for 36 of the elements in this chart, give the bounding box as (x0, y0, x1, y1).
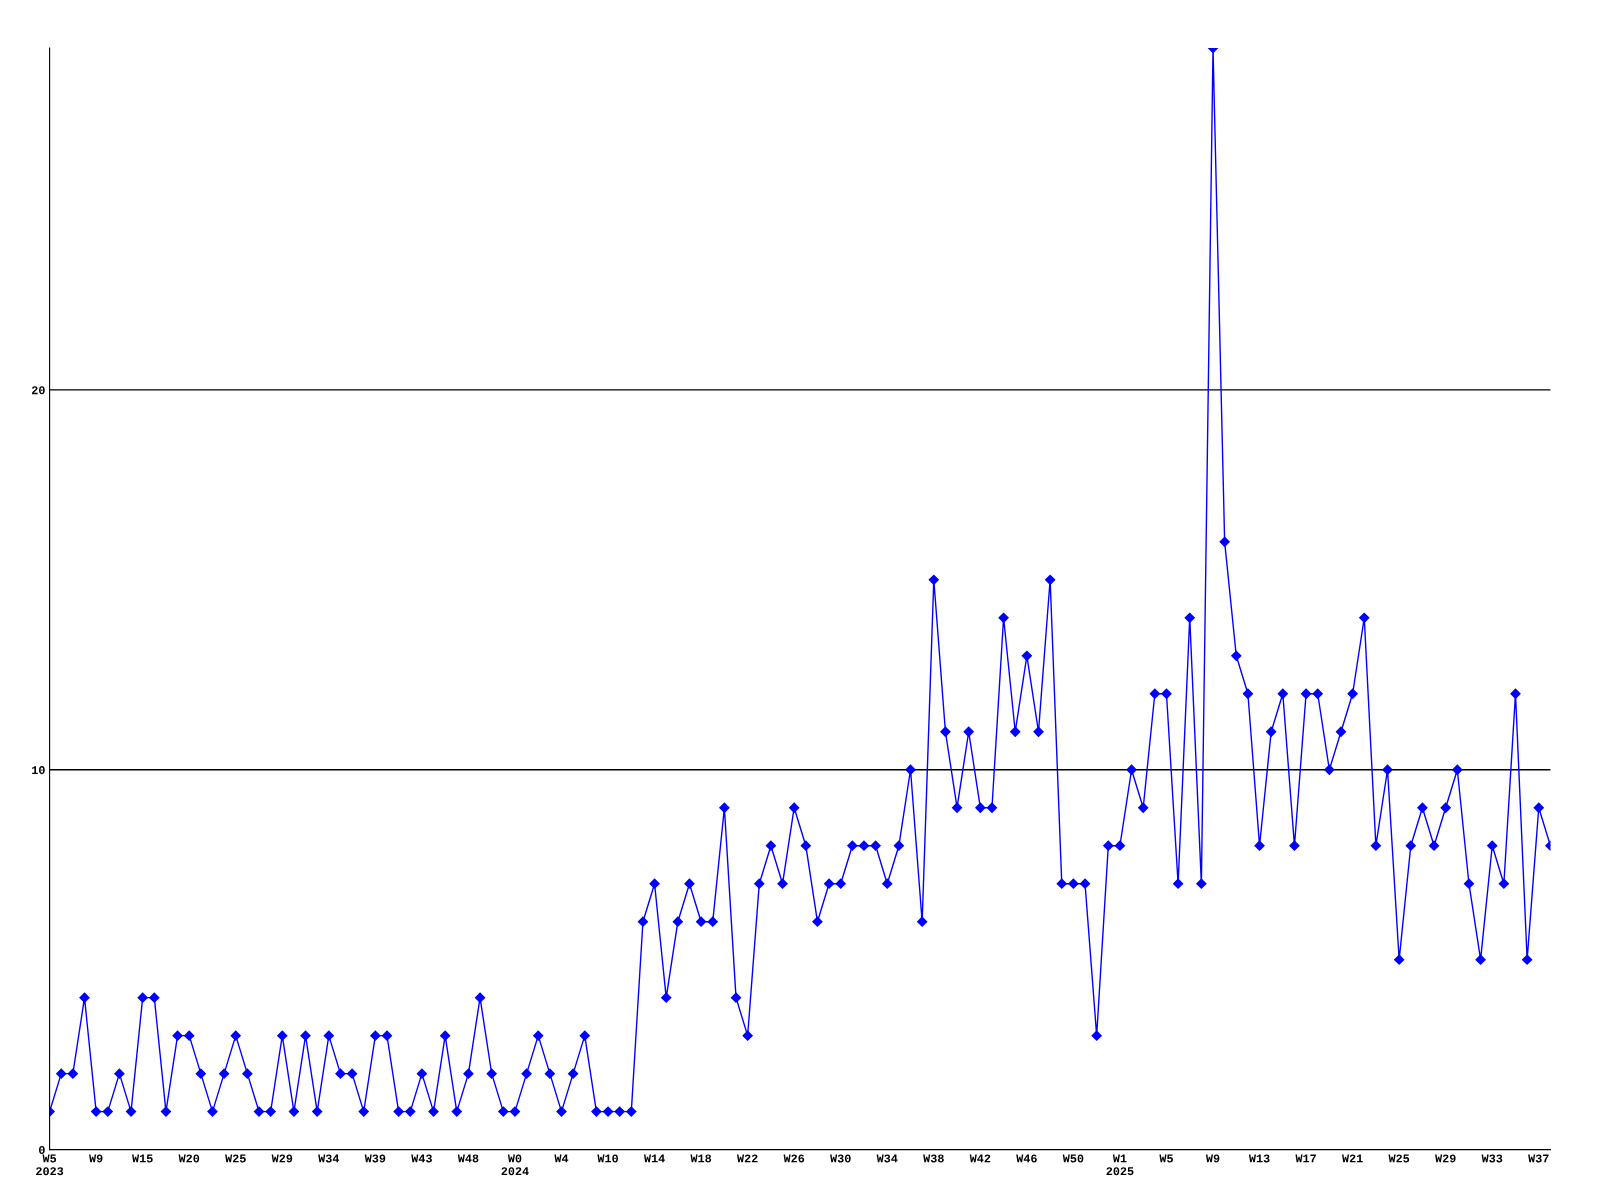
y-tick-label: 0 (39, 1145, 45, 1154)
x-tick-label: W9 (89, 1154, 103, 1163)
x-tick-label: W48 (457, 1154, 479, 1163)
x-tick-label: W20 (178, 1154, 200, 1163)
x-tick-label: W1 2025 (1106, 1154, 1134, 1176)
x-tick-label: W25 (1388, 1154, 1410, 1163)
x-tick-label: W13 (1248, 1154, 1270, 1163)
x-tick-label: W15 (132, 1154, 153, 1163)
x-tick-label: W43 (411, 1154, 432, 1163)
x-tick-label: W5 2023 (36, 1154, 64, 1176)
x-tick-label: W25 (225, 1154, 246, 1163)
x-tick-label: W4 (554, 1154, 569, 1163)
x-tick-label: W0 2024 (501, 1154, 529, 1176)
x-tick-label: W30 (830, 1154, 851, 1163)
x-tick-label: W34 (876, 1154, 898, 1163)
x-tick-label: W38 (923, 1154, 944, 1163)
x-tick-label: W18 (690, 1154, 712, 1163)
x-tick-label: W33 (1481, 1154, 1503, 1163)
x-tick-label: W9 (1205, 1154, 1220, 1163)
x-tick-label: W37 (1528, 1154, 1549, 1163)
x-tick-label: W26 (783, 1154, 805, 1163)
x-tick-label: W39 (364, 1154, 386, 1163)
y-tick-label: 10 (32, 766, 45, 775)
x-tick-label: W29 (1435, 1154, 1456, 1163)
x-tick-label: W10 (597, 1154, 618, 1163)
x-tick-label: W50 (1062, 1154, 1084, 1163)
x-tick-label: W5 (1159, 1154, 1173, 1163)
x-tick-label: W46 (1016, 1154, 1037, 1163)
x-tick-label: W29 (271, 1154, 293, 1163)
x-tick-label: W22 (737, 1154, 758, 1163)
y-tick-label: 20 (31, 386, 45, 395)
x-tick-label: W42 (969, 1154, 991, 1163)
x-tick-label: W34 (318, 1154, 340, 1163)
x-tick-label: W21 (1341, 1154, 1363, 1163)
x-tick-label: W17 (1295, 1154, 1316, 1163)
x-tick-label: W14 (643, 1154, 665, 1163)
